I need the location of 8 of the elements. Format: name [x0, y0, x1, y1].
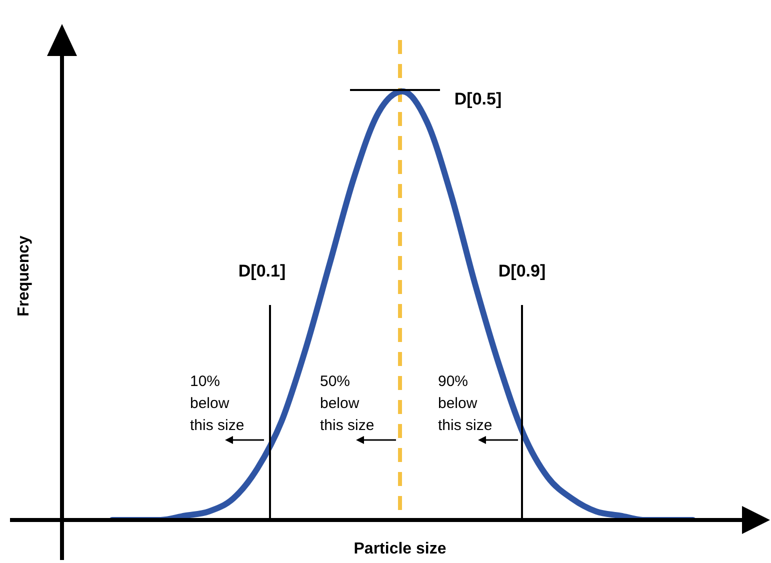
annotation: 90% below this size — [438, 373, 492, 434]
y-axis-title: Frequency — [15, 235, 32, 316]
annotation: D[0.9] — [498, 262, 546, 281]
annotation: 10% below this size — [190, 373, 244, 434]
annotation: D[0.5] — [454, 90, 502, 109]
x-axis-title: Particle size — [354, 540, 446, 558]
annotation: D[0.1] — [238, 262, 286, 281]
annotation: 50% below this size — [320, 373, 374, 434]
